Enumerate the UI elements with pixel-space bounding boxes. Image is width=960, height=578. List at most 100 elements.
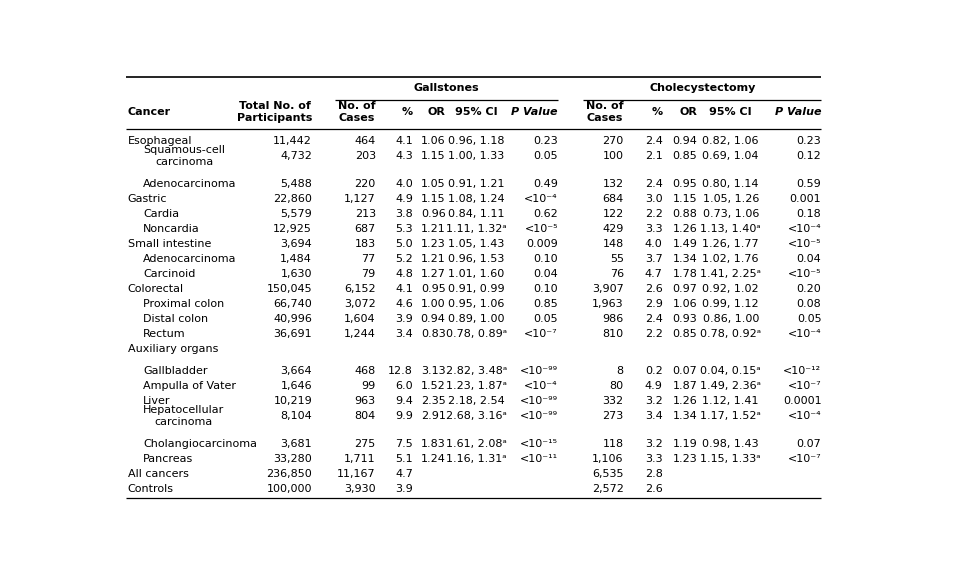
- Text: 76: 76: [610, 269, 624, 279]
- Text: 3,694: 3,694: [280, 239, 312, 249]
- Text: 10,219: 10,219: [274, 397, 312, 406]
- Text: 687: 687: [354, 224, 375, 234]
- Text: 0.49: 0.49: [533, 179, 558, 189]
- Text: 122: 122: [603, 209, 624, 219]
- Text: 1.13, 1.40ᵃ: 1.13, 1.40ᵃ: [701, 224, 761, 234]
- Text: 1.16, 1.31ᵃ: 1.16, 1.31ᵃ: [446, 454, 507, 464]
- Text: Noncardia: Noncardia: [143, 224, 200, 234]
- Text: 0.93: 0.93: [673, 314, 697, 324]
- Text: 270: 270: [603, 136, 624, 146]
- Text: <10⁻⁵: <10⁻⁵: [788, 239, 822, 249]
- Text: 8,104: 8,104: [280, 412, 312, 421]
- Text: 4.8: 4.8: [396, 269, 413, 279]
- Text: 1,484: 1,484: [280, 254, 312, 264]
- Text: 1.26: 1.26: [673, 397, 697, 406]
- Text: 0.97: 0.97: [673, 284, 697, 294]
- Text: Adenocarcinoma: Adenocarcinoma: [143, 179, 237, 189]
- Text: 1.61, 2.08ᵃ: 1.61, 2.08ᵃ: [446, 439, 507, 449]
- Text: 2.6: 2.6: [645, 484, 662, 494]
- Text: 203: 203: [354, 151, 375, 161]
- Text: 2.82, 3.48ᵃ: 2.82, 3.48ᵃ: [445, 366, 507, 376]
- Text: 1.27: 1.27: [420, 269, 445, 279]
- Text: Proximal colon: Proximal colon: [143, 299, 225, 309]
- Text: 986: 986: [603, 314, 624, 324]
- Text: 2.4: 2.4: [644, 314, 662, 324]
- Text: 3.4: 3.4: [645, 412, 662, 421]
- Text: 3,930: 3,930: [344, 484, 375, 494]
- Text: 0.59: 0.59: [797, 179, 822, 189]
- Text: 1.49: 1.49: [673, 239, 697, 249]
- Text: 0.2: 0.2: [645, 366, 662, 376]
- Text: 1.24: 1.24: [420, 454, 445, 464]
- Text: 236,850: 236,850: [267, 469, 312, 479]
- Text: 1,646: 1,646: [280, 381, 312, 391]
- Text: 0.08: 0.08: [797, 299, 822, 309]
- Text: All cancers: All cancers: [128, 469, 188, 479]
- Text: 4.0: 4.0: [645, 239, 662, 249]
- Text: 77: 77: [362, 254, 375, 264]
- Text: 1.21: 1.21: [420, 224, 445, 234]
- Text: 1.19: 1.19: [673, 439, 697, 449]
- Text: 0.88: 0.88: [673, 209, 697, 219]
- Text: 5.1: 5.1: [396, 454, 413, 464]
- Text: 684: 684: [603, 194, 624, 204]
- Text: 3.4: 3.4: [396, 329, 413, 339]
- Text: 332: 332: [603, 397, 624, 406]
- Text: 0.62: 0.62: [533, 209, 558, 219]
- Text: 22,860: 22,860: [274, 194, 312, 204]
- Text: 1.12, 1.41: 1.12, 1.41: [703, 397, 759, 406]
- Text: 0.10: 0.10: [533, 284, 558, 294]
- Text: 12,925: 12,925: [274, 224, 312, 234]
- Text: 2.8: 2.8: [644, 469, 662, 479]
- Text: 0.78, 0.89ᵃ: 0.78, 0.89ᵃ: [446, 329, 507, 339]
- Text: 1.26, 1.77: 1.26, 1.77: [703, 239, 759, 249]
- Text: Carcinoid: Carcinoid: [143, 269, 196, 279]
- Text: 0.69, 1.04: 0.69, 1.04: [703, 151, 759, 161]
- Text: 100: 100: [603, 151, 624, 161]
- Text: 1,711: 1,711: [344, 454, 375, 464]
- Text: 9.9: 9.9: [396, 412, 413, 421]
- Text: 3.8: 3.8: [396, 209, 413, 219]
- Text: 1.83: 1.83: [420, 439, 445, 449]
- Text: 1,106: 1,106: [592, 454, 624, 464]
- Text: <10⁻⁴: <10⁻⁴: [524, 381, 558, 391]
- Text: 0.94: 0.94: [420, 314, 445, 324]
- Text: 0.009: 0.009: [526, 239, 558, 249]
- Text: 2.6: 2.6: [645, 284, 662, 294]
- Text: %: %: [402, 107, 413, 117]
- Text: 1.15: 1.15: [673, 194, 697, 204]
- Text: 4,732: 4,732: [280, 151, 312, 161]
- Text: 5.3: 5.3: [396, 224, 413, 234]
- Text: 2.68, 3.16ᵃ: 2.68, 3.16ᵃ: [446, 412, 507, 421]
- Text: <10⁻⁷: <10⁻⁷: [524, 329, 558, 339]
- Text: 0.0001: 0.0001: [782, 397, 822, 406]
- Text: 3,072: 3,072: [344, 299, 375, 309]
- Text: 3.13: 3.13: [420, 366, 445, 376]
- Text: 1.05: 1.05: [420, 179, 445, 189]
- Text: P Value: P Value: [775, 107, 822, 117]
- Text: 0.23: 0.23: [533, 136, 558, 146]
- Text: 1.23: 1.23: [673, 454, 697, 464]
- Text: Gallbladder: Gallbladder: [143, 366, 207, 376]
- Text: 3,681: 3,681: [280, 439, 312, 449]
- Text: 0.04: 0.04: [533, 269, 558, 279]
- Text: 2.35: 2.35: [420, 397, 445, 406]
- Text: 5,488: 5,488: [280, 179, 312, 189]
- Text: 4.1: 4.1: [396, 136, 413, 146]
- Text: 6,535: 6,535: [592, 469, 624, 479]
- Text: Hepatocellular
carcinoma: Hepatocellular carcinoma: [143, 406, 225, 428]
- Text: 3,907: 3,907: [592, 284, 624, 294]
- Text: 1.23, 1.87ᵃ: 1.23, 1.87ᵃ: [446, 381, 507, 391]
- Text: 7.5: 7.5: [396, 439, 413, 449]
- Text: 11,167: 11,167: [337, 469, 375, 479]
- Text: 0.85: 0.85: [673, 151, 697, 161]
- Text: <10⁻⁷: <10⁻⁷: [788, 381, 822, 391]
- Text: <10⁻⁹⁹: <10⁻⁹⁹: [519, 366, 558, 376]
- Text: <10⁻⁵: <10⁻⁵: [788, 269, 822, 279]
- Text: 0.85: 0.85: [673, 329, 697, 339]
- Text: 1.87: 1.87: [673, 381, 697, 391]
- Text: 6,152: 6,152: [344, 284, 375, 294]
- Text: <10⁻⁷: <10⁻⁷: [788, 454, 822, 464]
- Text: Total No. of
Participants: Total No. of Participants: [237, 101, 312, 123]
- Text: 12.8: 12.8: [388, 366, 413, 376]
